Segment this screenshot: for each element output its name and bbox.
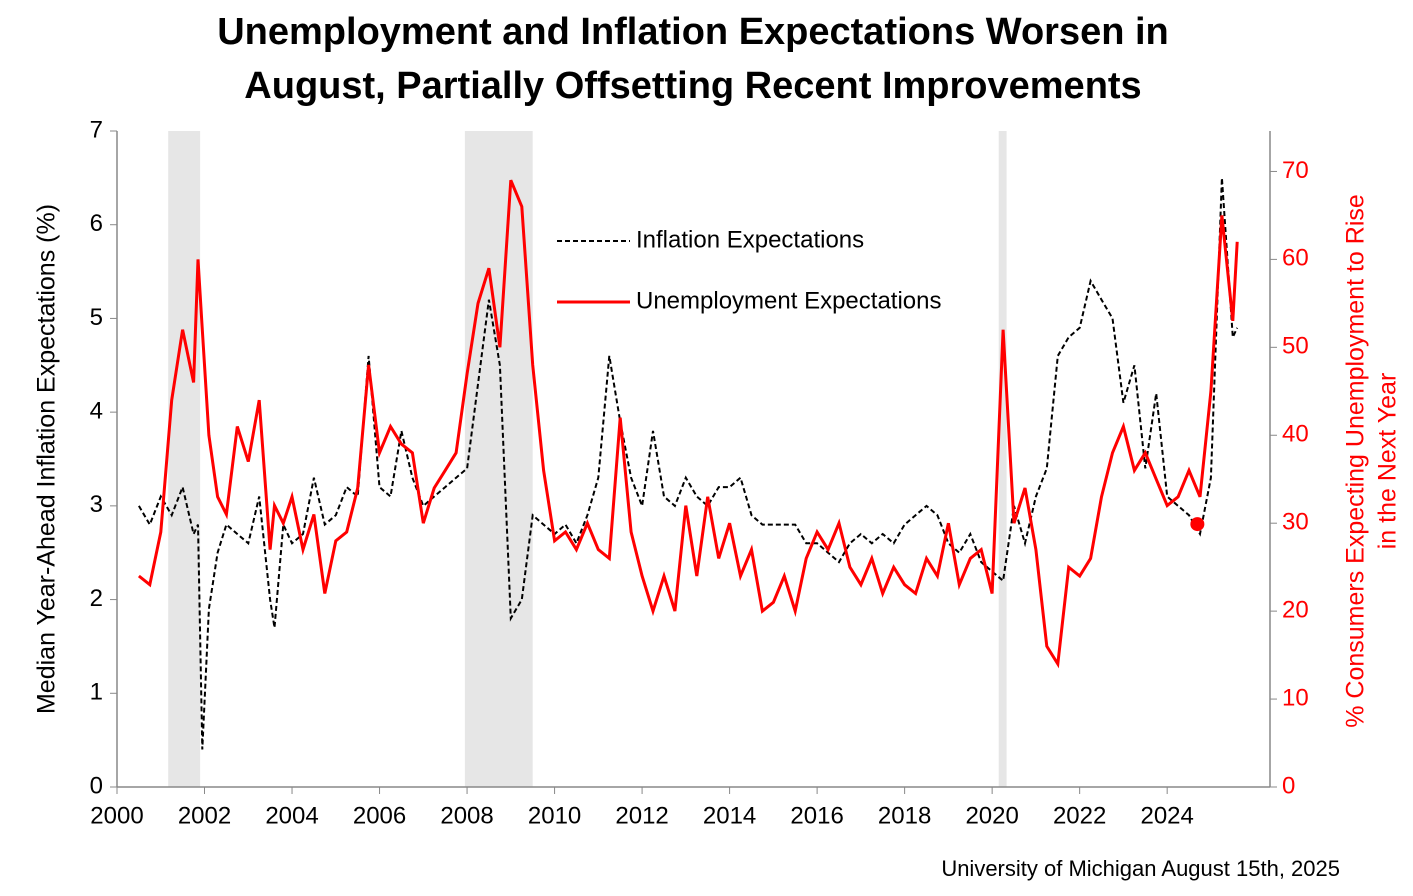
x-tick-label: 2008 bbox=[440, 802, 493, 829]
x-tick-label: 2018 bbox=[878, 802, 931, 829]
x-tick-label: 2006 bbox=[353, 802, 406, 829]
recession-band bbox=[464, 131, 533, 787]
y2-tick-label: 10 bbox=[1282, 684, 1309, 711]
y-tick-label: 1 bbox=[90, 679, 103, 706]
x-tick-label: 2020 bbox=[965, 802, 1018, 829]
legend-label: Unemployment Expectations bbox=[636, 287, 941, 314]
x-tick-label: 2002 bbox=[178, 802, 231, 829]
x-tick-label: 2024 bbox=[1140, 802, 1193, 829]
recession-band bbox=[168, 131, 201, 787]
y-tick-label: 6 bbox=[90, 210, 103, 237]
y-tick-label: 7 bbox=[90, 116, 103, 143]
x-tick-label: 2010 bbox=[528, 802, 581, 829]
highlight-point bbox=[1190, 517, 1205, 532]
chart-title: Unemployment and Inflation Expectations … bbox=[217, 11, 1169, 53]
y2-tick-label: 30 bbox=[1282, 509, 1309, 536]
y2-tick-label: 40 bbox=[1282, 421, 1309, 448]
y2-axis-label: % Consumers Expecting Unemployment to Ri… bbox=[1342, 194, 1370, 728]
y-tick-label: 4 bbox=[90, 397, 103, 424]
y-tick-label: 3 bbox=[90, 491, 103, 518]
series-line bbox=[137, 179, 1239, 669]
x-tick-label: 2016 bbox=[790, 802, 843, 829]
x-tick-label: 2000 bbox=[90, 802, 143, 829]
y2-tick-label: 60 bbox=[1282, 245, 1309, 272]
y2-axis-label: in the Next Year bbox=[1374, 373, 1402, 550]
y-tick-label: 2 bbox=[90, 585, 103, 612]
recession-band bbox=[998, 131, 1007, 787]
y-tick-label: 5 bbox=[90, 304, 103, 331]
x-tick-label: 2022 bbox=[1053, 802, 1106, 829]
x-tick-label: 2004 bbox=[265, 802, 318, 829]
y2-tick-label: 70 bbox=[1282, 157, 1309, 184]
legend-label: Inflation Expectations bbox=[636, 226, 864, 253]
source: University of Michigan August 15th, 2025 bbox=[941, 856, 1340, 881]
y2-tick-label: 20 bbox=[1282, 596, 1309, 623]
y2-tick-label: 50 bbox=[1282, 333, 1309, 360]
chart-title: August, Partially Offsetting Recent Impr… bbox=[244, 65, 1141, 107]
x-tick-label: 2012 bbox=[615, 802, 668, 829]
x-tick-label: 2014 bbox=[703, 802, 756, 829]
y-tick-label: 0 bbox=[90, 772, 103, 799]
y2-tick-label: 0 bbox=[1282, 772, 1295, 799]
series-line bbox=[138, 177, 1239, 750]
y-axis-label: Median Year-Ahead Inflation Expectations… bbox=[33, 204, 61, 714]
